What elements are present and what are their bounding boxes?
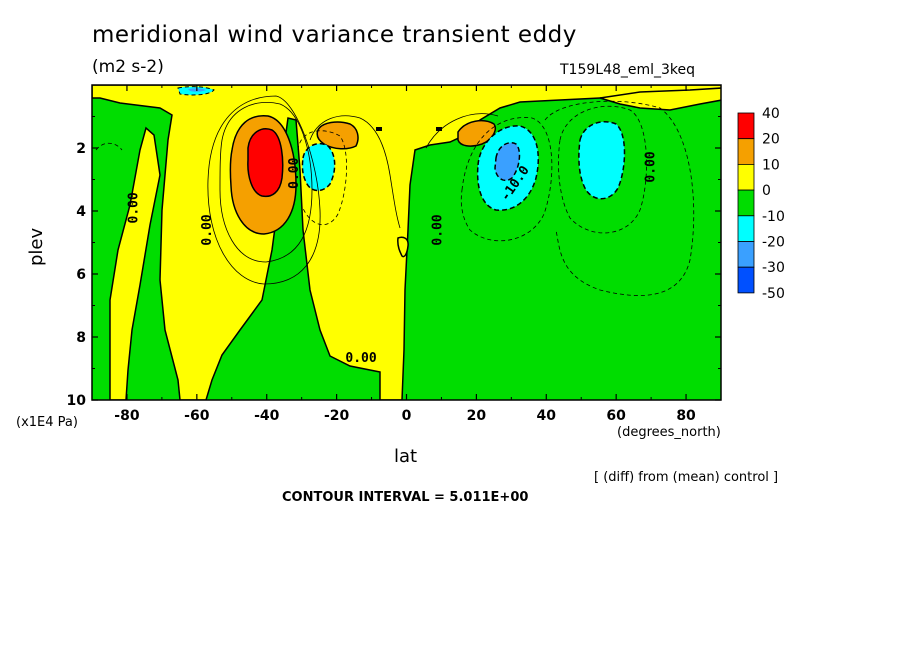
- y-tick-label: 6: [76, 267, 86, 283]
- y-tick-label: 2: [76, 141, 86, 157]
- x-tick-label: -60: [184, 408, 210, 424]
- legend-swatch: [737, 138, 755, 165]
- experiment-name: T159L48_eml_3keq: [560, 62, 696, 78]
- color-legend: 40 20 10 0 -10 -20 -30 -50: [737, 106, 785, 302]
- x-tick-label: 60: [606, 408, 626, 424]
- contour-label: 0.00: [126, 192, 141, 223]
- y-axis-unit: (x1E4 Pa): [16, 415, 78, 430]
- x-axis-label: lat: [394, 446, 418, 467]
- x-axis-unit: (degrees_north): [617, 425, 721, 440]
- contour-label: 0.00: [287, 157, 302, 188]
- x-tick-label: 20: [467, 408, 487, 424]
- contour-labels: 0.000.000.000.000.00-10.0 0.00: [126, 151, 658, 366]
- diff-note: [ (diff) from (mean) control ]: [594, 470, 779, 485]
- legend-label: 40: [762, 106, 780, 122]
- axis-tick-labels: -80 -60 -40 -20 0 20 40 60 80 2 4 6 8 10: [67, 141, 697, 424]
- x-tick-label: -80: [114, 408, 140, 424]
- chart-units: (m2 s-2): [92, 57, 164, 77]
- legend-label: -30: [762, 260, 785, 276]
- contour-fill: [92, 85, 721, 400]
- x-tick-label: 0: [402, 408, 412, 424]
- legend-swatch: [737, 189, 755, 217]
- y-tick-label: 10: [67, 393, 87, 409]
- legend-swatch: [737, 241, 755, 268]
- contour-label: 0.00: [644, 151, 659, 182]
- legend-swatch: [737, 266, 755, 294]
- legend-swatch: [737, 112, 755, 140]
- legend-label: 10: [762, 157, 780, 173]
- contour-label: 0.00: [200, 214, 215, 245]
- legend-label: -10: [762, 209, 785, 225]
- axis-ticks: [91, 85, 722, 401]
- y-axis-label: plev: [26, 227, 47, 266]
- legend-label: -20: [762, 235, 785, 251]
- x-tick-label: -40: [254, 408, 280, 424]
- contour-label: 0.00: [345, 351, 376, 366]
- legend-label: -50: [762, 286, 785, 302]
- legend-swatch: [737, 215, 755, 242]
- contour-interval-note: CONTOUR INTERVAL = 5.011E+00: [282, 490, 529, 505]
- x-tick-label: 40: [537, 408, 557, 424]
- y-tick-label: 4: [76, 204, 86, 220]
- x-tick-label: 80: [676, 408, 696, 424]
- legend-label: 20: [762, 132, 780, 148]
- y-tick-label: 8: [76, 330, 86, 346]
- contour-label: 0.00: [430, 214, 445, 245]
- legend-swatch: [737, 163, 755, 191]
- x-tick-label: -20: [324, 408, 350, 424]
- chart-title: meridional wind variance transient eddy: [92, 22, 577, 48]
- legend-label: 0: [762, 183, 771, 199]
